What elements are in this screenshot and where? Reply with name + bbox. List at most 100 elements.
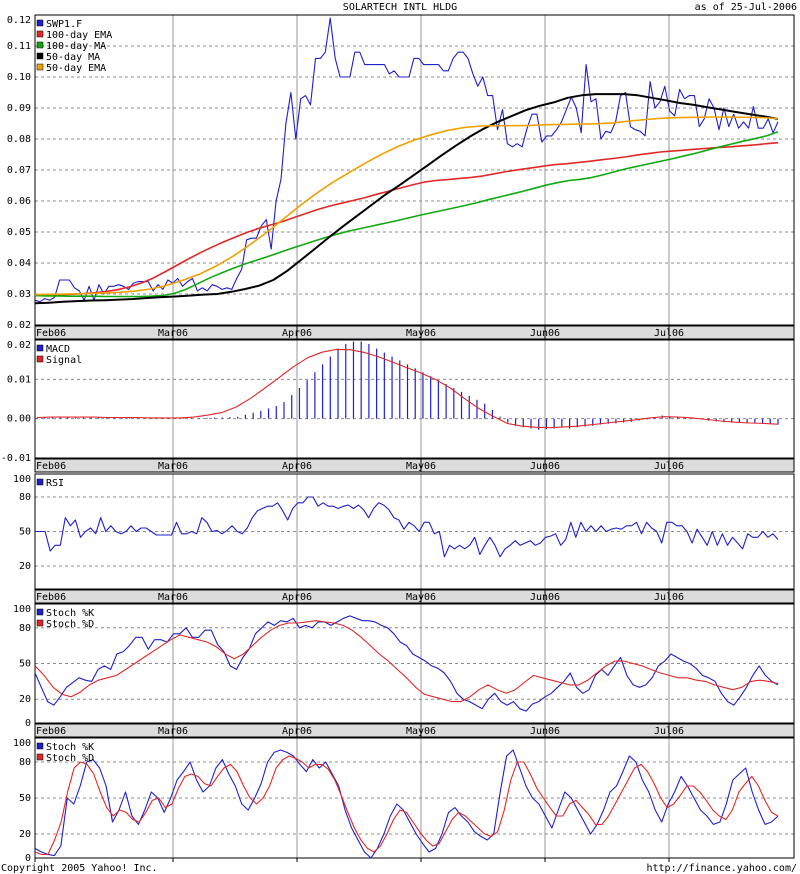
stoch_slow-legend-label: Stoch %K xyxy=(46,608,94,619)
macd-legend-swatch xyxy=(36,344,44,352)
price-legend-swatch xyxy=(36,41,44,49)
stoch_fast-legend-label: Stoch %K xyxy=(46,742,94,753)
macd-x-tick-label: Mar06 xyxy=(158,461,188,472)
price-y-tick-label: 0.08 xyxy=(7,134,31,145)
stoch_fast-series-stoch-k xyxy=(34,749,779,859)
price-legend-label: 100-day MA xyxy=(46,41,106,52)
stoch_fast-y-tick-label: 0 xyxy=(25,853,31,864)
rsi-y-tick-label: 80 xyxy=(19,492,31,503)
stoch_slow-x-tick-label: Mar06 xyxy=(158,726,188,737)
rsi-x-tick-label: Mar06 xyxy=(158,592,188,603)
rsi-y-tick-label: 100 xyxy=(13,474,31,485)
as-of-date: as of 25-Jul-2006 xyxy=(695,2,797,13)
macd-panel: -0.01 0.00 0.01 0.02 Feb06 Mar06 Apr06 May06 Jun… xyxy=(1,339,795,473)
stoch_slow-legend-label: Stoch %D xyxy=(46,619,94,630)
price-series-50-day-ma xyxy=(34,93,779,305)
price-y-tick-label: 0.11 xyxy=(7,41,31,52)
stoch_slow-panel: 0 20 50 80 100 Feb06 Mar06 Apr06 May06 Jun06 Jul06… xyxy=(13,603,795,738)
macd-y-tick-label: -0.01 xyxy=(1,453,31,464)
price-series-100-day-ma xyxy=(34,131,779,298)
stoch_slow-y-tick-label: 50 xyxy=(19,659,31,670)
macd-frame xyxy=(34,339,795,459)
stoch_slow-x-tick-label: Apr06 xyxy=(282,726,312,737)
stoch_slow-x-tick-label: Feb06 xyxy=(36,726,66,737)
price-y-tick-label: 0.06 xyxy=(7,196,31,207)
rsi-y-tick-label: 50 xyxy=(19,527,31,538)
price-legend-label: 100-day EMA xyxy=(46,30,112,41)
price-y-tick-label: 0.04 xyxy=(7,258,31,269)
rsi-legend-swatch xyxy=(36,478,44,486)
price-y-tick-label: 0.10 xyxy=(7,72,31,83)
rsi-y-tick-label: 20 xyxy=(19,561,31,572)
price-legend-label: 50-day MA xyxy=(46,52,100,63)
stoch_fast-frame xyxy=(34,737,795,859)
price-x-tick-label: Jun06 xyxy=(530,328,560,339)
macd-series-signal xyxy=(36,348,779,429)
macd-x-tick-label: Jul06 xyxy=(654,461,684,472)
stoch_fast-y-tick-label: 50 xyxy=(19,793,31,804)
stoch_slow-x-tick-label: Jun06 xyxy=(530,726,560,737)
price-series-100-day-ema xyxy=(35,141,779,297)
price-series-50-day-ema xyxy=(34,116,779,296)
price-legend-label: SWP1.F xyxy=(46,19,82,30)
stoch_fast-series-stoch-d xyxy=(34,755,779,855)
stoch_slow-legend-swatch xyxy=(36,608,44,616)
price-legend-swatch xyxy=(36,19,44,27)
price-legend-swatch xyxy=(36,30,44,38)
copyright-text: Copyright 2005 Yahoo! Inc. xyxy=(1,863,158,874)
rsi-x-tick-label: Apr06 xyxy=(282,592,312,603)
price-y-tick-label: 0.09 xyxy=(7,103,31,114)
macd-legend-label: Signal xyxy=(46,355,82,366)
rsi-x-tick-label: Feb06 xyxy=(36,592,66,603)
macd-y-tick-label: 0.01 xyxy=(7,374,31,385)
macd-x-tick-label: May06 xyxy=(406,461,436,472)
stoch_fast-y-tick-label: 20 xyxy=(19,829,31,840)
macd-x-tick-label: Apr06 xyxy=(282,461,312,472)
stoch_slow-legend-swatch xyxy=(36,619,44,627)
macd-x-tick-label: Jun06 xyxy=(530,461,560,472)
stoch_slow-x-tick-label: Jul06 xyxy=(654,726,684,737)
rsi-panel: 20 50 80 100 Feb06 Mar06 Apr06 May06 Jun06 Jul06 R… xyxy=(13,473,795,604)
price-x-tick-label: Mar06 xyxy=(158,328,188,339)
price-panel: 0.02 0.03 0.04 0.05 0.06 0.07 0.08 0.09 0.10 0.11… xyxy=(7,14,795,340)
price-y-tick-label: 0.02 xyxy=(7,320,31,331)
rsi-x-tick-label: May06 xyxy=(406,592,436,603)
price-legend-label: 50-day EMA xyxy=(46,63,106,74)
stoch_slow-x-tick-label: May06 xyxy=(406,726,436,737)
price-y-tick-label: 0.07 xyxy=(7,165,31,176)
stoch_fast-y-tick-label: 80 xyxy=(19,757,31,768)
stoch_fast-legend-swatch xyxy=(36,742,44,750)
rsi-series-rsi xyxy=(35,496,779,558)
chart-title: SOLARTECH INTL HLDG xyxy=(343,2,457,13)
price-legend-swatch xyxy=(36,63,44,71)
stoch_fast-legend-label: Stoch %D xyxy=(46,753,94,764)
indicator-panels: 0.02 0.03 0.04 0.05 0.06 0.07 0.08 0.09 0.10 0.11… xyxy=(1,14,795,864)
source-url: http://finance.yahoo.com/ xyxy=(646,863,797,874)
macd-x-tick-label: Feb06 xyxy=(36,461,66,472)
stoch_slow-series-stoch-d xyxy=(34,620,779,703)
macd-y-tick-label: 0.00 xyxy=(7,414,31,425)
rsi-x-tick-label: Jul06 xyxy=(654,592,684,603)
stoch_slow-y-tick-label: 100 xyxy=(13,604,31,615)
stoch_slow-frame xyxy=(34,603,795,724)
macd-y-tick-label: 0.02 xyxy=(7,340,31,351)
stoch_fast-y-tick-label: 100 xyxy=(13,738,31,749)
stoch_slow-y-tick-label: 0 xyxy=(25,718,31,729)
price-x-tick-label: Jul06 xyxy=(654,328,684,339)
price-legend-swatch xyxy=(36,52,44,60)
stoch_slow-y-tick-label: 80 xyxy=(19,623,31,634)
price-x-tick-label: May06 xyxy=(406,328,436,339)
rsi-x-tick-label: Jun06 xyxy=(530,592,560,603)
rsi-legend-label: RSI xyxy=(46,478,64,489)
stoch_fast-legend-swatch xyxy=(36,753,44,761)
macd-legend-label: MACD xyxy=(46,344,70,355)
price-y-tick-label: 0.03 xyxy=(7,289,31,300)
stoch_slow-y-tick-label: 20 xyxy=(19,694,31,705)
price-x-tick-label: Feb06 xyxy=(36,328,66,339)
price-y-tick-label: 0.12 xyxy=(7,15,31,26)
price-x-tick-label: Apr06 xyxy=(282,328,312,339)
stoch_slow-series-stoch-k xyxy=(34,615,779,712)
